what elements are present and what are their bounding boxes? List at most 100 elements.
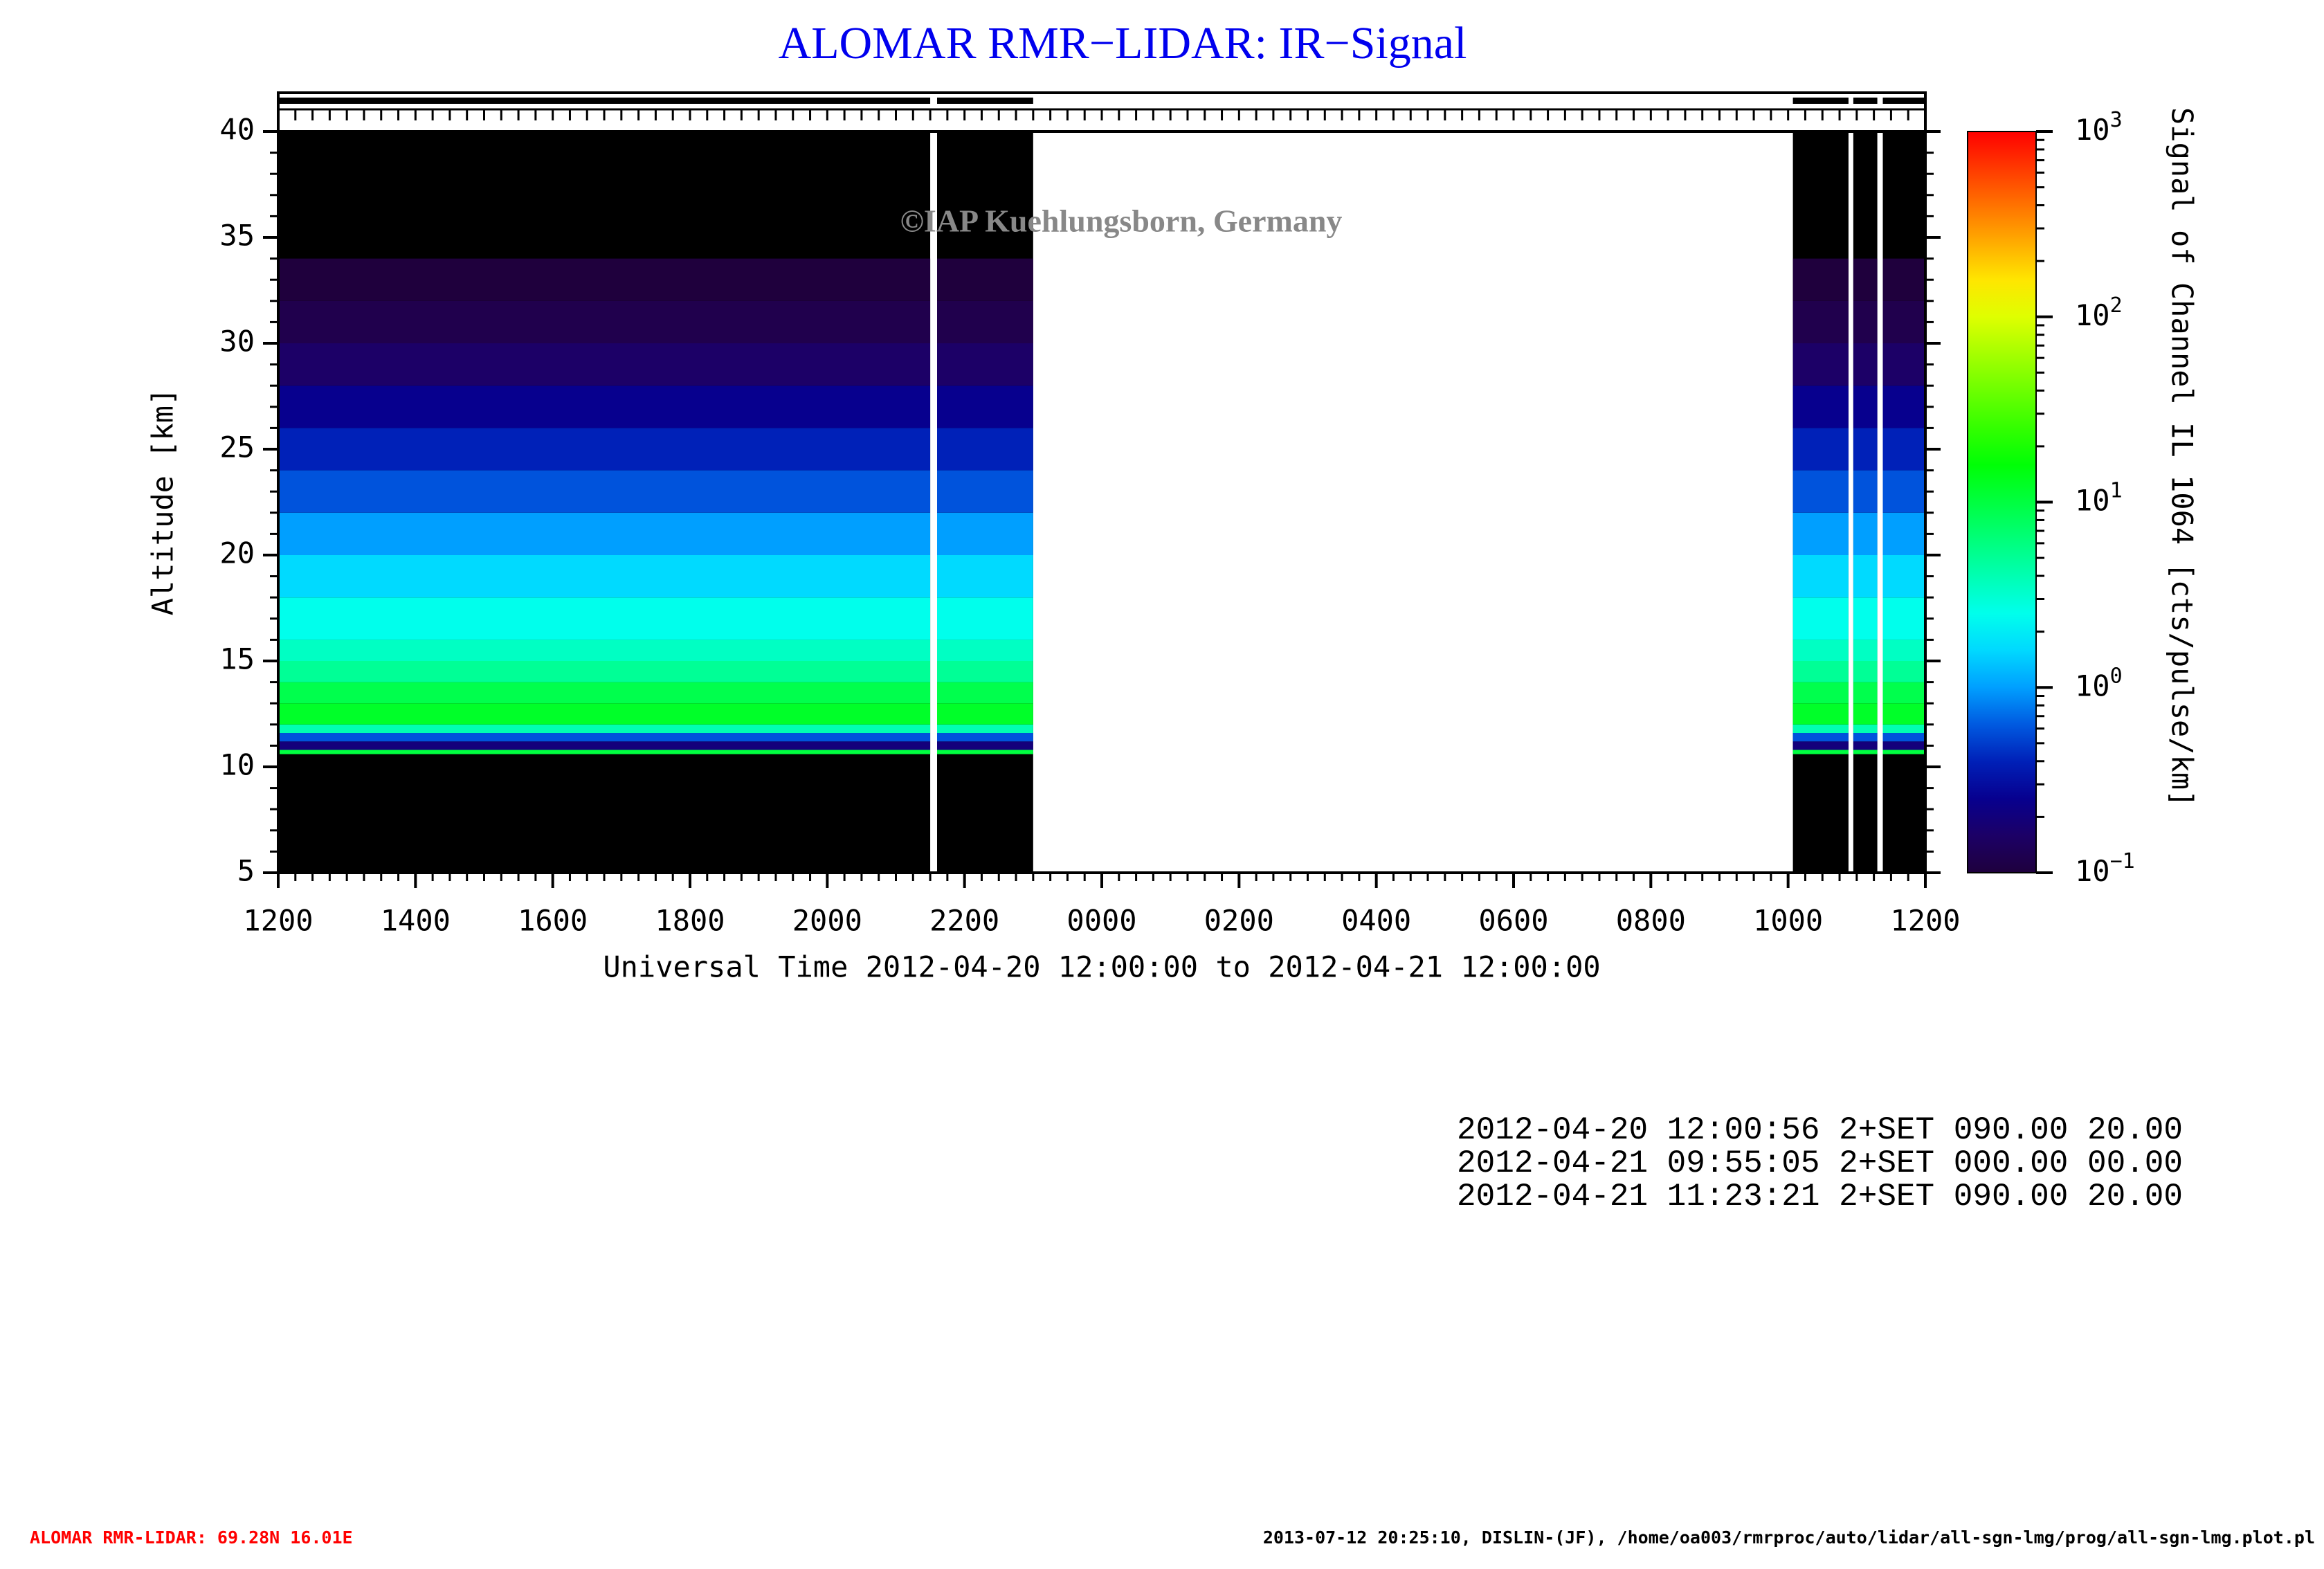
cell: [937, 640, 1033, 661]
cell: [1853, 750, 1878, 754]
cell: [1792, 741, 1849, 750]
cell: [1853, 682, 1878, 704]
x-tick-label: 1600: [518, 904, 588, 938]
cell: [1853, 733, 1878, 742]
cell: [1882, 741, 1925, 750]
cell: [1792, 597, 1849, 640]
cell: [1882, 733, 1925, 742]
x-tick-label: 0200: [1204, 904, 1274, 938]
colorbar: [1967, 131, 2037, 873]
observation-bar: [278, 98, 931, 104]
tick-exponent: 3: [2110, 108, 2123, 132]
cell: [937, 343, 1033, 386]
cell: [278, 597, 931, 640]
y-tick-label: 10: [219, 748, 255, 782]
cell: [1853, 661, 1878, 682]
y-tick-label: 20: [219, 536, 255, 570]
cell: [937, 555, 1033, 598]
x-tick-label: 1000: [1753, 904, 1823, 938]
footer-left: ALOMAR RMR-LIDAR: 69.28N 16.01E: [30, 1527, 353, 1548]
y-tick-label: 5: [237, 854, 255, 888]
cell: [1853, 343, 1878, 386]
tick-base: 10: [2075, 669, 2110, 702]
cell: [1882, 300, 1925, 343]
chart-title: ALOMAR RMR−LIDAR: IR−Signal: [779, 18, 1467, 69]
cell: [278, 386, 931, 428]
cell: [1853, 724, 1878, 734]
record: 2012-04-21 09:55:05 2+SET 000.00 00.00: [1457, 1145, 2183, 1181]
cell: [937, 703, 1033, 725]
cell: [1882, 428, 1925, 471]
x-tick-label: 0400: [1341, 904, 1411, 938]
cell: [1853, 512, 1878, 555]
cell: [1882, 258, 1925, 301]
y-tick-label: 40: [219, 113, 255, 147]
x-tick-label: 2000: [792, 904, 862, 938]
cell: [937, 470, 1033, 513]
cell: [1792, 386, 1849, 428]
x-tick-label: 1200: [243, 904, 313, 938]
cell: [1853, 386, 1878, 428]
cell: [937, 741, 1033, 750]
cell: [1882, 724, 1925, 734]
observation-bar: [937, 98, 1033, 104]
x-tick-label: 0000: [1066, 904, 1136, 938]
x-tick-label: 0600: [1478, 904, 1548, 938]
cell: [937, 512, 1033, 555]
record: 2012-04-20 12:00:56 2+SET 090.00 20.00: [1457, 1112, 2183, 1148]
cell: [1792, 682, 1849, 704]
y-tick-label: 15: [219, 642, 255, 676]
cell: [1792, 640, 1849, 661]
cell: [278, 724, 931, 734]
watermark: ©IAP Kuehlungsborn, Germany: [900, 203, 1343, 239]
tick-exponent: 2: [2110, 293, 2123, 317]
observation-bar: [1882, 98, 1925, 104]
cell: [278, 661, 931, 682]
colorbar-tick-label: 10−1: [2075, 849, 2135, 888]
cell: [1853, 741, 1878, 750]
tick-base: 10: [2075, 854, 2110, 888]
cell: [1792, 258, 1849, 301]
cell: [278, 258, 931, 301]
x-tick-label: 1200: [1890, 904, 1960, 938]
record: 2012-04-21 11:23:21 2+SET 090.00 20.00: [1457, 1179, 2183, 1215]
x-axis-label: Universal Time 2012-04-20 12:00:00 to 20…: [603, 950, 1600, 984]
cell: [1853, 597, 1878, 640]
cell: [1792, 470, 1849, 513]
tick-exponent: −1: [2110, 849, 2135, 873]
cell: [1792, 750, 1849, 754]
footer-right: 2013-07-12 20:25:10, DISLIN-(JF), /home/…: [1263, 1527, 2315, 1548]
cell: [278, 512, 931, 555]
tick-base: 10: [2075, 298, 2110, 332]
y-tick-label: 25: [219, 430, 255, 464]
colorbar-tick-label: 100: [2075, 664, 2123, 702]
cell: [278, 343, 931, 386]
cell: [937, 300, 1033, 343]
cell: [1882, 661, 1925, 682]
cell: [937, 682, 1033, 704]
x-tick-label: 1400: [381, 904, 451, 938]
cell: [1882, 343, 1925, 386]
cell: [1792, 300, 1849, 343]
tick-exponent: 0: [2110, 664, 2123, 688]
cell: [278, 428, 931, 471]
cell: [1882, 750, 1925, 754]
cell: [937, 386, 1033, 428]
cell: [1792, 703, 1849, 725]
cell: [1792, 555, 1849, 598]
colorbar-tick-label: 103: [2075, 108, 2123, 147]
tick-exponent: 1: [2110, 478, 2123, 502]
cell: [1882, 555, 1925, 598]
cell: [278, 555, 931, 598]
cell: [1882, 512, 1925, 555]
cell: [937, 733, 1033, 742]
cell: [278, 750, 931, 754]
y-tick-label: 30: [219, 325, 255, 359]
cell: [1792, 661, 1849, 682]
x-tick-label: 2200: [929, 904, 999, 938]
cell: [278, 470, 931, 513]
y-tick-label: 35: [219, 219, 255, 253]
cell: [1792, 428, 1849, 471]
observation-bar: [1792, 98, 1849, 104]
